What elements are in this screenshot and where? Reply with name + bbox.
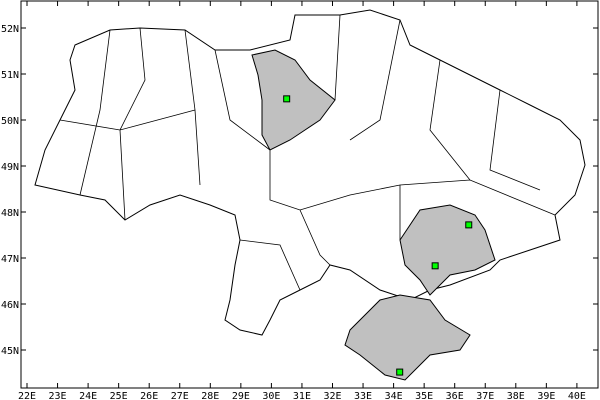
y-tick-label: 51N: [1, 70, 19, 81]
x-tick-label: 23E: [49, 391, 67, 400]
y-tick-label: 45N: [1, 346, 19, 357]
location-marker[interactable]: [465, 221, 473, 229]
y-tick-label: 47N: [1, 254, 19, 265]
location-markers: [283, 95, 473, 376]
x-tick-label: 22E: [18, 391, 36, 400]
x-tick-label: 30E: [262, 391, 280, 400]
region-crimea[interactable]: [344, 294, 471, 381]
x-tick-label: 27E: [171, 391, 189, 400]
region-kyiv[interactable]: [251, 49, 336, 151]
x-tick-label: 24E: [79, 391, 97, 400]
x-tick-label: 31E: [293, 391, 311, 400]
location-marker[interactable]: [283, 95, 291, 103]
location-marker[interactable]: [396, 368, 404, 376]
y-tick-label: 52N: [1, 24, 19, 35]
y-tick-label: 49N: [1, 162, 19, 173]
location-marker[interactable]: [431, 262, 439, 270]
x-tick-label: 36E: [446, 391, 464, 400]
x-tick-label: 35E: [415, 391, 433, 400]
x-tick-label: 38E: [507, 391, 525, 400]
x-tick-label: 33E: [354, 391, 372, 400]
y-tick-label: 48N: [1, 208, 19, 219]
y-tick-label: 50N: [1, 116, 19, 127]
x-tick-label: 29E: [232, 391, 250, 400]
x-tick-label: 34E: [385, 391, 403, 400]
y-tick-label: 46N: [1, 300, 19, 311]
x-tick-label: 26E: [140, 391, 158, 400]
x-tick-label: 32E: [323, 391, 341, 400]
x-tick-label: 37E: [476, 391, 494, 400]
x-tick-label: 39E: [537, 391, 555, 400]
x-tick-label: 28E: [201, 391, 219, 400]
internal-borders: [59, 14, 556, 291]
x-tick-label: 25E: [110, 391, 128, 400]
x-tick-label: 40E: [568, 391, 586, 400]
